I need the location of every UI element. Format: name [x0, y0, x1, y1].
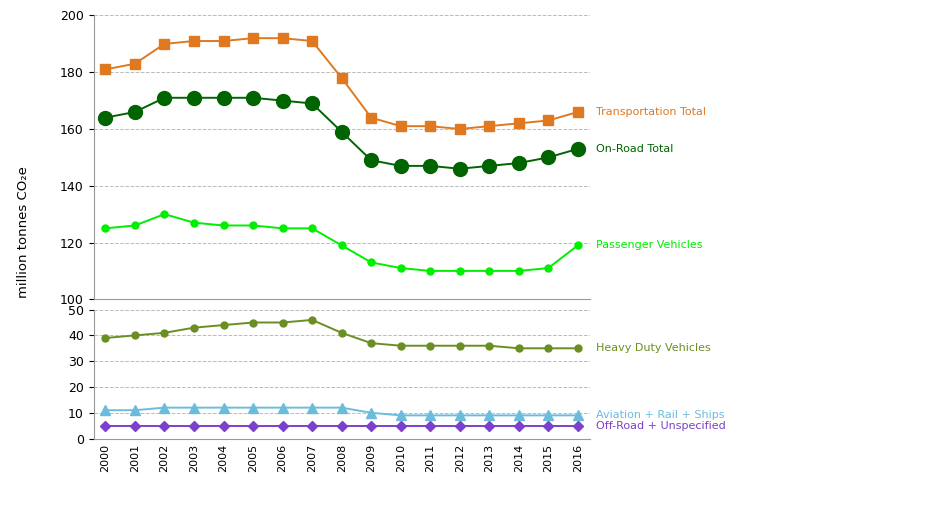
- Text: On-Road Total: On-Road Total: [595, 144, 673, 154]
- Text: Off-Road + Unspecified: Off-Road + Unspecified: [595, 421, 725, 431]
- Text: Heavy Duty Vehicles: Heavy Duty Vehicles: [595, 343, 710, 353]
- Text: Passenger Vehicles: Passenger Vehicles: [595, 240, 702, 250]
- Text: Transportation Total: Transportation Total: [595, 107, 706, 117]
- Text: million tonnes CO₂e: million tonnes CO₂e: [17, 166, 30, 298]
- Text: Aviation + Rail + Ships: Aviation + Rail + Ships: [595, 410, 724, 421]
